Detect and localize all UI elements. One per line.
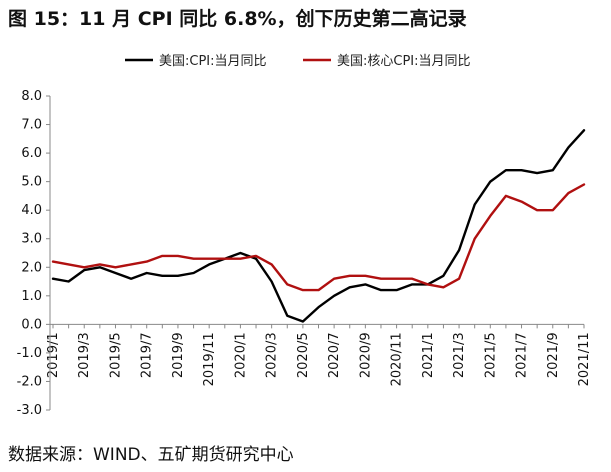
y-axis-ticks: 8.0 7.0 6.0 5.0 4.0 3.0 2.0 1.0 0.0 -1.0 -2.0 -3.0: [17, 89, 50, 418]
x-tick-label: 2019/9: [171, 332, 186, 378]
x-tick-label: 2019/11: [202, 332, 217, 386]
y-tick-label: 0.0: [21, 317, 42, 332]
legend: 美国:CPI:当月同比 美国:核心CPI:当月同比: [125, 54, 471, 69]
chart-title: 图 15：11 月 CPI 同比 6.8%，创下历史第二高记录: [8, 8, 467, 30]
y-tick-label: 6.0: [21, 146, 42, 161]
series-line-1: [51, 129, 586, 323]
x-axis-ticks: 2019/1 2019/3 2019/5 2019/7 2019/9 2019/11 202…: [46, 324, 592, 386]
x-tick-label: 2019/5: [108, 332, 123, 378]
x-tick-label: 2019/7: [140, 332, 155, 378]
y-tick-label: 5.0: [21, 175, 42, 190]
data-source-note: 数据来源：WIND、五矿期货研究中心: [8, 445, 294, 465]
x-tick-label: 2020/3: [265, 332, 280, 378]
x-tick-label: 2021/7: [515, 332, 530, 378]
series-line-2: [51, 183, 586, 292]
x-tick-label: 2019/3: [77, 332, 92, 378]
y-tick-label: -1.0: [17, 346, 42, 361]
x-tick-label: 2020/5: [296, 332, 311, 378]
x-tick-label: 2020/9: [358, 332, 373, 378]
x-tick-label: 2019/1: [46, 332, 61, 378]
x-tick-label: 2021/5: [483, 332, 498, 378]
y-tick-label: 2.0: [21, 260, 42, 275]
x-tick-label: 2020/11: [390, 332, 405, 386]
x-tick-label: 2021/3: [452, 332, 467, 378]
y-tick-label: 3.0: [21, 232, 42, 247]
x-tick-label: 2021/1: [421, 332, 436, 378]
y-tick-label: 7.0: [21, 118, 42, 133]
x-tick-label: 2021/11: [577, 332, 592, 386]
y-tick-label: 8.0: [21, 89, 42, 104]
x-tick-label: 2020/7: [327, 332, 342, 378]
x-tick-label: 2021/9: [546, 332, 561, 378]
legend-label-2: 美国:核心CPI:当月同比: [337, 54, 471, 69]
line-chart: 美国:CPI:当月同比 美国:核心CPI:当月同比 8.0 7.0 6.0 5.0 4.0…: [17, 54, 592, 418]
series-lines: [51, 129, 586, 323]
x-tick-label: 2020/1: [233, 332, 248, 378]
y-tick-label: 4.0: [21, 203, 42, 218]
y-tick-label: -3.0: [17, 403, 42, 418]
legend-label-1: 美国:CPI:当月同比: [159, 54, 267, 69]
y-tick-label: -2.0: [17, 374, 42, 389]
y-tick-label: 1.0: [21, 289, 42, 304]
